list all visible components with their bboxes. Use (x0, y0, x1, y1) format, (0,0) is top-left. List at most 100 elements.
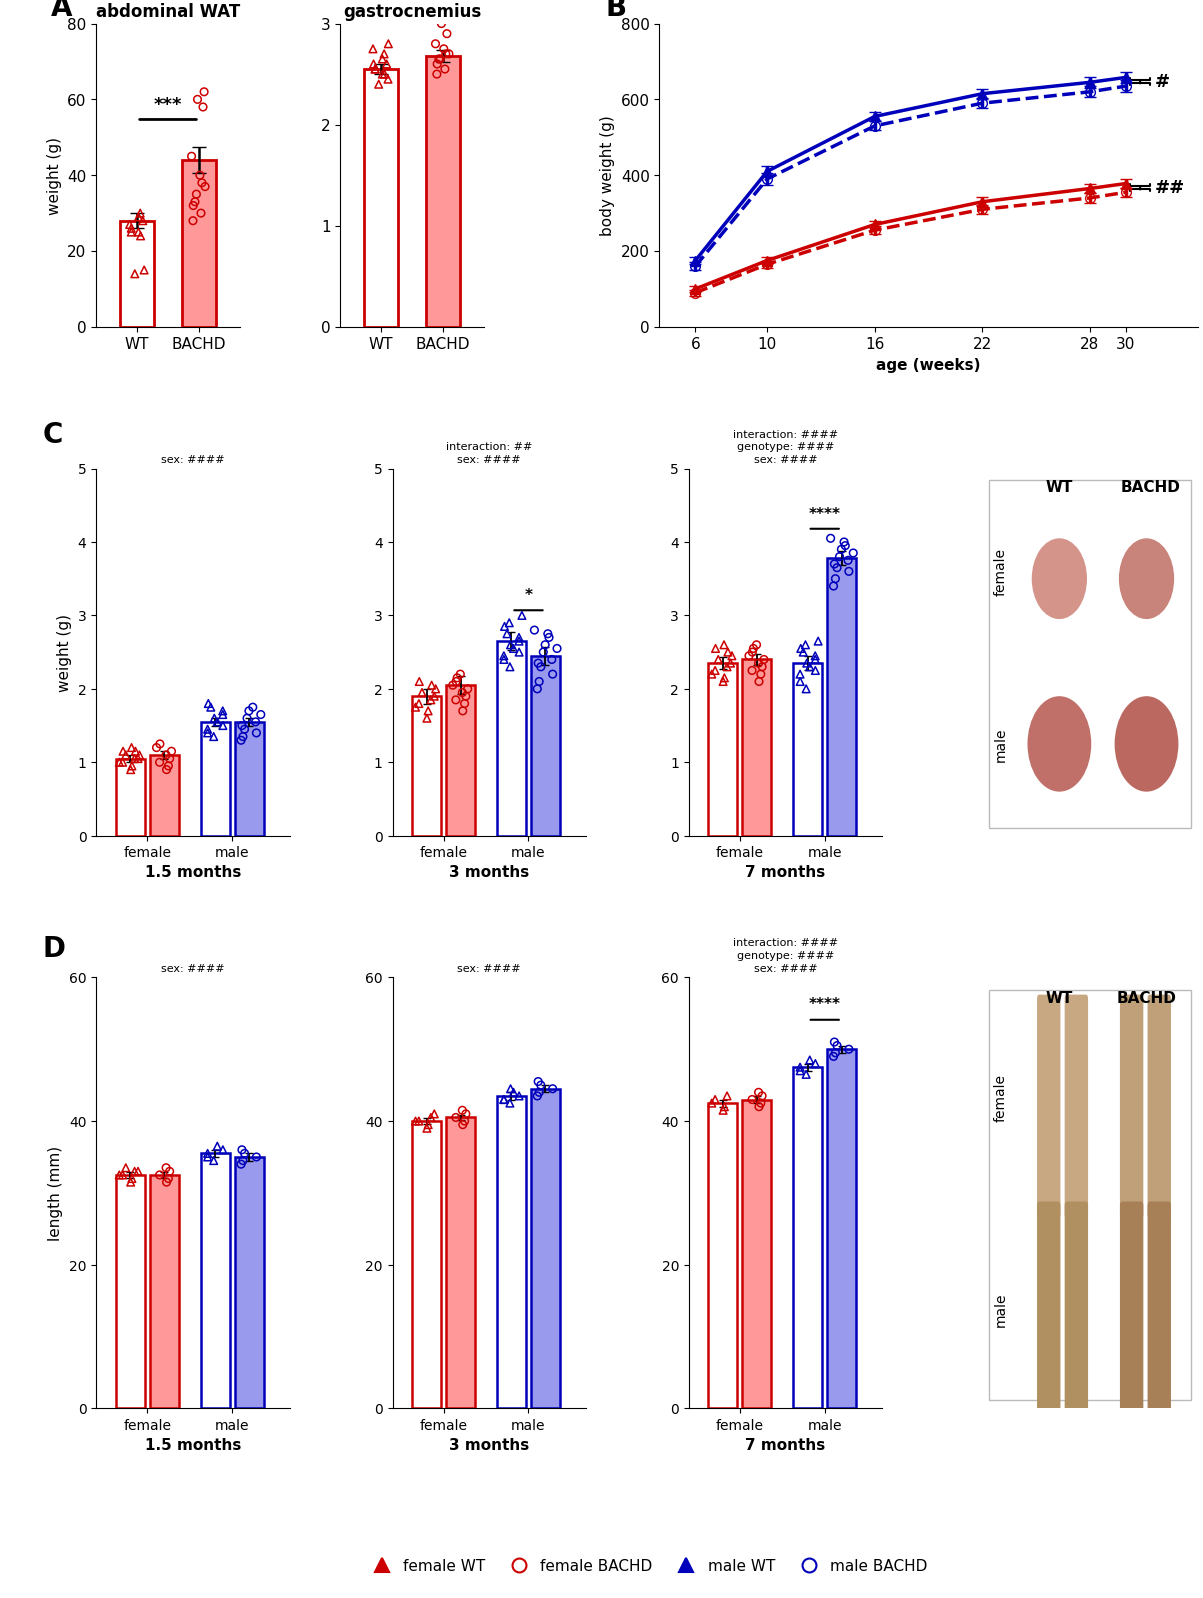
Bar (531, 1088, 559, 1408)
Point (529, 1080, 549, 1106)
Point (715, 665, 734, 690)
Point (529, 670, 549, 695)
Point (528, 1069, 547, 1095)
Point (235, 1141, 254, 1167)
Point (835, 534, 854, 559)
Point (122, 219, 141, 244)
Point (751, 662, 770, 687)
Point (718, 639, 737, 665)
Point (739, 644, 758, 670)
Point (539, 625, 558, 650)
Point (198, 716, 218, 741)
Point (123, 1167, 142, 1192)
Point (125, 262, 144, 288)
Point (122, 1170, 141, 1195)
Point (790, 670, 810, 695)
Point (417, 1115, 437, 1141)
Point (742, 639, 761, 665)
Ellipse shape (1031, 539, 1086, 620)
Point (409, 670, 428, 695)
Point (824, 1043, 843, 1069)
Point (122, 735, 141, 761)
Bar (150, 1175, 178, 1408)
Point (795, 633, 814, 658)
Text: sex: ####: sex: #### (161, 455, 225, 465)
Point (527, 1083, 546, 1109)
Point (117, 743, 136, 769)
Point (417, 706, 437, 732)
Point (231, 727, 250, 753)
Point (129, 219, 148, 244)
Point (752, 654, 771, 679)
Point (790, 636, 810, 662)
FancyBboxPatch shape (1037, 996, 1060, 1219)
Point (500, 1075, 520, 1101)
Point (409, 1109, 428, 1135)
Point (538, 622, 557, 647)
Point (826, 555, 846, 580)
Point (500, 654, 520, 679)
Point (528, 650, 547, 676)
Point (446, 1104, 466, 1130)
FancyBboxPatch shape (989, 479, 1191, 829)
Point (790, 662, 810, 687)
Bar (497, 641, 526, 836)
Point (509, 628, 528, 654)
Point (182, 144, 201, 169)
Bar (826, 558, 855, 836)
Point (509, 1083, 528, 1109)
Point (205, 724, 224, 749)
Point (135, 257, 154, 283)
Point (805, 644, 824, 670)
Point (427, 62, 446, 88)
Point (129, 746, 148, 772)
Point (129, 205, 148, 230)
Ellipse shape (1119, 539, 1174, 620)
Point (425, 684, 444, 710)
Point (721, 650, 740, 676)
Text: C: C (42, 422, 63, 449)
Point (213, 702, 232, 727)
Bar (709, 663, 736, 836)
Point (426, 32, 445, 58)
Point (366, 56, 385, 81)
Point (427, 51, 446, 77)
Point (160, 746, 179, 772)
Bar (742, 660, 771, 836)
Point (247, 1144, 266, 1170)
Point (122, 757, 141, 783)
Point (825, 1040, 845, 1066)
Bar (115, 759, 144, 836)
Point (134, 208, 153, 233)
Bar (363, 69, 398, 328)
Point (456, 684, 475, 710)
Point (749, 670, 769, 695)
Point (419, 698, 438, 724)
FancyBboxPatch shape (1120, 1202, 1143, 1417)
Point (824, 574, 843, 599)
Bar (742, 1099, 771, 1408)
Point (790, 1055, 810, 1080)
Point (422, 673, 442, 698)
X-axis label: 7 months: 7 months (745, 865, 825, 880)
Point (796, 676, 816, 702)
Point (191, 201, 211, 227)
Bar (182, 160, 217, 328)
Point (805, 658, 824, 684)
Point (793, 639, 812, 665)
Point (413, 681, 432, 706)
Point (245, 710, 265, 735)
Point (455, 1109, 474, 1135)
Text: B: B (605, 0, 627, 22)
Point (752, 1083, 771, 1109)
Y-axis label: body weight (g): body weight (g) (600, 115, 615, 237)
Point (709, 647, 728, 673)
Text: A: A (51, 0, 72, 22)
Point (805, 647, 824, 673)
Point (531, 654, 550, 679)
Text: female: female (992, 548, 1007, 596)
Bar (411, 1122, 440, 1408)
Text: BACHD: BACHD (1116, 991, 1175, 1005)
Point (185, 189, 205, 214)
Bar (411, 697, 440, 836)
